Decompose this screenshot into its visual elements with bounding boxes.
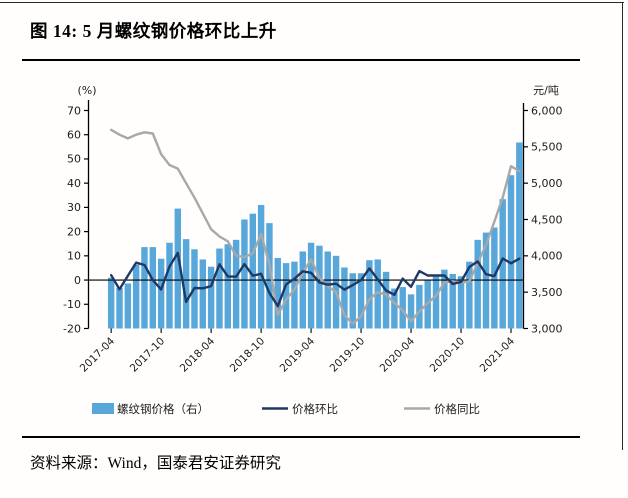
price-bar [141, 247, 148, 329]
left-tick-label: 10 [67, 250, 81, 263]
mom-line [109, 251, 521, 308]
legend: 螺纹钢价格（右） 价格环比 价格同比 [92, 402, 480, 416]
legend-bar-swatch [92, 403, 114, 414]
x-tick-label: 2020-04 [378, 335, 418, 375]
legend-mom-label: 价格环比 [292, 402, 338, 416]
price-bar [257, 204, 265, 329]
price-bar [432, 274, 440, 329]
left-tick-label: 30 [67, 201, 81, 214]
price-bar [349, 273, 356, 329]
right-tick-label: 3,000 [531, 322, 563, 335]
x-tick-label: 2020-10 [428, 335, 468, 375]
source-note: 资料来源：Wind，国泰君安证券研究 [30, 455, 281, 472]
price-bar [207, 266, 215, 329]
price-bar [241, 219, 248, 329]
x-tick-label: 2021-04 [478, 335, 518, 375]
left-axis-unit: (%) [77, 84, 96, 97]
x-tick-label: 2018-04 [178, 335, 218, 375]
price-bar [316, 245, 323, 329]
price-bar [224, 244, 231, 329]
price-bar [466, 261, 473, 329]
price-bar [124, 283, 132, 329]
price-bar [499, 199, 506, 329]
right-tick-label: 3,500 [531, 286, 563, 299]
price-bar [282, 263, 290, 329]
bars-series [107, 142, 523, 329]
left-tick-label: -20 [63, 322, 81, 335]
title-divider [22, 59, 580, 62]
left-tick-label: 40 [67, 177, 81, 190]
price-bar [266, 223, 273, 329]
x-axis-labels: 2017-04 2017-10 2018-04 2018-10 2019-04 2019-… [78, 328, 518, 375]
left-tick-label: 60 [67, 129, 81, 142]
right-axis: 6,000 5,500 5,000 4,500 4,000 3,500 3,000 元/吨 [522, 84, 563, 335]
left-tick-label: 50 [67, 153, 81, 166]
price-bar [399, 287, 406, 329]
price-bar [491, 227, 498, 329]
price-bar [457, 276, 465, 329]
price-bar [416, 284, 423, 329]
x-tick-label: 2019-10 [328, 335, 368, 375]
price-bar [307, 242, 315, 329]
price-bar [382, 271, 390, 329]
right-axis-unit: 元/吨 [533, 84, 559, 97]
left-tick-label: 0 [74, 274, 81, 287]
price-bar [357, 273, 365, 329]
legend-bar-label: 螺纹钢价格（右） [117, 402, 209, 416]
price-bar [132, 264, 140, 329]
price-bar [291, 261, 298, 329]
left-tick-label: -10 [63, 298, 81, 311]
price-bar [391, 288, 398, 329]
price-bar [182, 239, 190, 329]
price-bar [449, 274, 456, 329]
price-bar [407, 294, 415, 329]
price-bar [216, 248, 223, 329]
price-bar [516, 142, 523, 329]
page-top-border [0, 2, 624, 4]
left-axis: 70 60 50 40 30 20 10 0 -10 -20 (%) [63, 84, 96, 335]
price-bar [116, 287, 123, 329]
x-tick-label: 2019-04 [278, 335, 318, 375]
right-tick-label: 5,500 [531, 141, 563, 154]
price-bar [107, 277, 115, 329]
footer-divider [22, 436, 580, 439]
price-bar [366, 260, 373, 329]
right-tick-label: 4,000 [531, 250, 563, 263]
price-bar [441, 269, 448, 329]
price-bar [341, 267, 348, 329]
x-tick-label: 2018-10 [228, 335, 268, 375]
left-tick-label: 70 [67, 104, 81, 117]
price-bar [174, 208, 182, 329]
right-tick-label: 6,000 [531, 104, 563, 117]
price-bar [249, 213, 256, 329]
price-bar [166, 242, 173, 329]
page-right-border [622, 2, 624, 450]
x-tick-label: 2017-04 [78, 335, 118, 375]
price-bar [274, 258, 281, 329]
price-bar [474, 239, 481, 329]
price-bar [232, 239, 240, 329]
left-tick-label: 20 [67, 225, 81, 238]
right-tick-label: 4,500 [531, 213, 563, 226]
price-bar [149, 247, 157, 329]
right-tick-label: 5,000 [531, 177, 563, 190]
price-bar [374, 259, 381, 329]
price-bar [157, 258, 165, 329]
figure-title: 图 14: 5 月螺纹钢价格环比上升 [30, 21, 277, 41]
price-bar [199, 259, 207, 329]
legend-yoy-label: 价格同比 [434, 402, 480, 416]
price-bar [299, 251, 306, 329]
price-bar [324, 251, 331, 329]
x-tick-label: 2017-10 [128, 335, 168, 375]
price-bar [507, 175, 515, 329]
